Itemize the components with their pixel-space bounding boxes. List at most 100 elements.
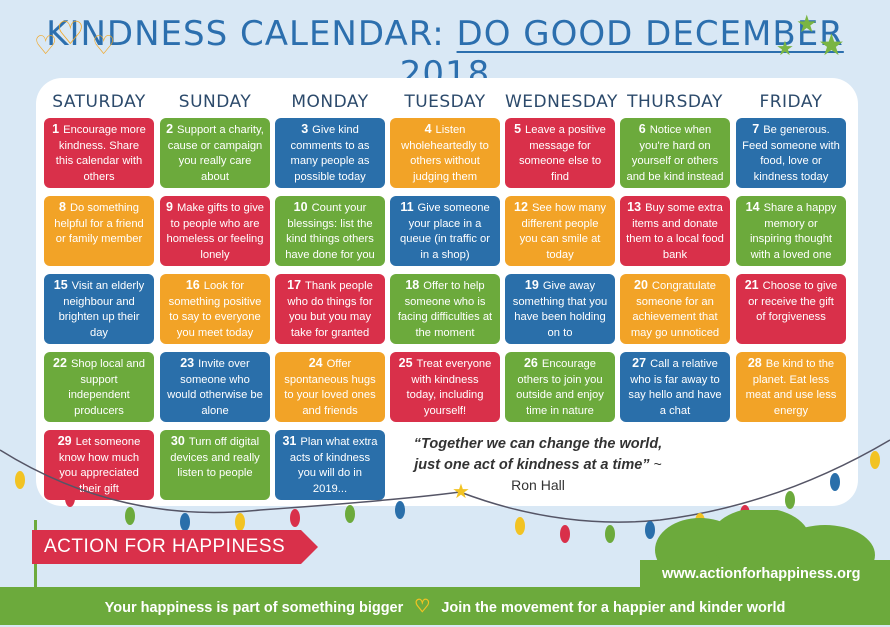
calendar-day-9: 9 Make gifts to give to people who are ho… bbox=[160, 196, 270, 266]
day-number: 4 bbox=[424, 122, 432, 136]
footer-bar: Your happiness is part of something bigg… bbox=[0, 587, 890, 625]
day-text: Offer to help someone who is facing diff… bbox=[397, 280, 493, 339]
calendar-day-14: 14 Share a happy memory or inspiring thou… bbox=[736, 196, 846, 266]
day-header-monday: MONDAY bbox=[291, 92, 369, 112]
day-text: Encourage others to join you outside and… bbox=[516, 358, 604, 417]
calendar-day-24: 24 Offer spontaneous hugs to your loved o… bbox=[275, 352, 385, 422]
day-text: Visit an elderly neighbour and brighten … bbox=[58, 280, 145, 339]
day-text: Plan what extra acts of kindness you wil… bbox=[289, 436, 378, 495]
day-number: 22 bbox=[53, 356, 67, 370]
calendar-day-30: 30 Turn off digital devices and really li… bbox=[160, 430, 270, 500]
day-text: Do something helpful for a friend or fam… bbox=[54, 202, 144, 245]
day-number: 24 bbox=[308, 356, 323, 370]
light-bulb bbox=[180, 513, 190, 531]
heart-icon: ♡ bbox=[92, 30, 116, 60]
calendar-day-4: 4 Listen wholeheartedly to others without… bbox=[390, 118, 500, 188]
light-bulb bbox=[125, 507, 135, 525]
day-text: Turn off digital devices and really list… bbox=[170, 436, 260, 479]
day-text: Let someone know how much you appreciate… bbox=[58, 436, 141, 495]
day-text: Be kind to the planet. Eat less meat and… bbox=[745, 358, 837, 417]
day-header-friday: FRIDAY bbox=[759, 92, 823, 112]
website-url[interactable]: www.actionforhappiness.org bbox=[662, 566, 861, 582]
string-lights: ★ bbox=[0, 439, 890, 543]
calendar-day-28: 28 Be kind to the planet. Eat less meat a… bbox=[736, 352, 846, 422]
day-number: 16 bbox=[185, 278, 200, 292]
day-text: Thank people who do things for you but y… bbox=[287, 280, 373, 339]
day-number: 14 bbox=[745, 200, 760, 214]
day-text: Support a charity, cause or campaign you… bbox=[167, 124, 264, 183]
calendar-day-20: 20 Congratulate someone for an achievemen… bbox=[620, 274, 730, 344]
title-part1: KINDNESS CALENDAR: bbox=[46, 14, 445, 54]
calendar-day-13: 13 Buy some extra items and donate them t… bbox=[620, 196, 730, 266]
day-header-sunday: SUNDAY bbox=[178, 92, 252, 112]
light-bulb bbox=[785, 491, 795, 509]
day-text: Call a relative who is far away to say h… bbox=[628, 358, 722, 417]
heart-icon: ♡ bbox=[414, 596, 431, 616]
calendar-day-3: 3 Give kind comments to as many people as… bbox=[275, 118, 385, 188]
day-number: 8 bbox=[59, 200, 66, 214]
day-number: 25 bbox=[398, 356, 413, 370]
calendar-day-18: 18 Offer to help someone who is facing di… bbox=[390, 274, 500, 344]
day-text: Give someone your place in a queue (in t… bbox=[400, 202, 490, 261]
calendar-day-1: 1 Encourage more kindness. Share this cal… bbox=[44, 118, 154, 188]
day-number: 29 bbox=[57, 434, 72, 448]
day-number: 10 bbox=[293, 200, 308, 214]
day-number: 12 bbox=[514, 200, 528, 214]
day-text: Give away something that you have been h… bbox=[512, 280, 608, 339]
day-number: 6 bbox=[638, 122, 646, 136]
calendar-day-31: 31 Plan what extra acts of kindness you w… bbox=[275, 430, 385, 500]
day-number: 9 bbox=[166, 200, 173, 214]
day-number: 1 bbox=[52, 122, 60, 136]
day-text: Invite over someone who would otherwise … bbox=[167, 358, 263, 417]
light-bulb bbox=[65, 489, 75, 507]
calendar-day-2: 2 Support a charity, cause or campaign yo… bbox=[160, 118, 270, 188]
calendar-day-16: 16 Look for something positive to say to … bbox=[160, 274, 270, 344]
day-text: Give kind comments to as many people as … bbox=[290, 124, 370, 183]
light-bulb bbox=[560, 525, 570, 543]
light-bulb bbox=[515, 517, 525, 535]
light-bulb bbox=[645, 521, 655, 539]
day-number: 18 bbox=[405, 278, 420, 292]
day-text: Be generous. Feed someone with food, lov… bbox=[742, 124, 840, 183]
calendar-day-25: 25 Treat everyone with kindness today, in… bbox=[390, 352, 500, 422]
calendar-day-22: 22 Shop local and support independent pro… bbox=[44, 352, 154, 422]
day-number: 13 bbox=[627, 200, 642, 214]
calendar-day-10: 10 Count your blessings: list the kind th… bbox=[275, 196, 385, 266]
day-number: 28 bbox=[747, 356, 762, 370]
light-bulb bbox=[290, 509, 300, 527]
light-bulb bbox=[870, 451, 880, 469]
day-text: Look for something positive to say to ev… bbox=[168, 280, 262, 339]
calendar-day-27: 27 Call a relative who is far away to say… bbox=[620, 352, 730, 422]
calendar-day-19: 19 Give away something that you have been… bbox=[505, 274, 615, 344]
star-icon: ★ bbox=[452, 481, 470, 503]
day-header-thursday: THURSDAY bbox=[627, 92, 723, 112]
day-text: Treat everyone with kindness today, incl… bbox=[406, 358, 492, 417]
brand-banner: ACTION FOR HAPPINESS bbox=[32, 530, 319, 564]
day-number: 11 bbox=[400, 200, 414, 214]
day-text: Share a happy memory or inspiring though… bbox=[749, 202, 837, 261]
footer-left: Your happiness is part of something bigg… bbox=[104, 600, 404, 616]
calendar-day-7: 7 Be generous. Feed someone with food, lo… bbox=[736, 118, 846, 188]
calendar-day-21: 21 Choose to give or receive the gift of … bbox=[736, 274, 846, 344]
heart-icon: ♡ bbox=[56, 15, 85, 51]
day-text: Buy some extra items and donate them to … bbox=[626, 202, 724, 261]
day-number: 23 bbox=[180, 356, 195, 370]
day-text: Choose to give or receive the gift of fo… bbox=[748, 280, 838, 323]
light-bulb bbox=[15, 471, 25, 489]
light-bulb bbox=[395, 501, 405, 519]
day-text: Leave a positive message for someone els… bbox=[518, 124, 606, 183]
day-text: Make gifts to give to people who are hom… bbox=[166, 202, 265, 261]
footer-right: Join the movement for a happier and kind… bbox=[441, 600, 786, 616]
day-number: 31 bbox=[282, 434, 297, 448]
day-number: 20 bbox=[634, 278, 648, 292]
star-icon: ★ bbox=[818, 29, 845, 62]
star-icon: ★ bbox=[776, 38, 794, 60]
calendar-day-26: 26 Encourage others to join you outside a… bbox=[505, 352, 615, 422]
light-bulb bbox=[345, 505, 355, 523]
day-number: 30 bbox=[170, 434, 185, 448]
day-number: 3 bbox=[301, 122, 309, 136]
day-text: Shop local and support independent produ… bbox=[68, 358, 145, 417]
title-part2: DO GOOD DECEMBER 2018 bbox=[399, 14, 844, 94]
calendar-day-11: 11 Give someone your place in a queue (in… bbox=[390, 196, 500, 266]
star-icon: ★ bbox=[796, 11, 818, 38]
